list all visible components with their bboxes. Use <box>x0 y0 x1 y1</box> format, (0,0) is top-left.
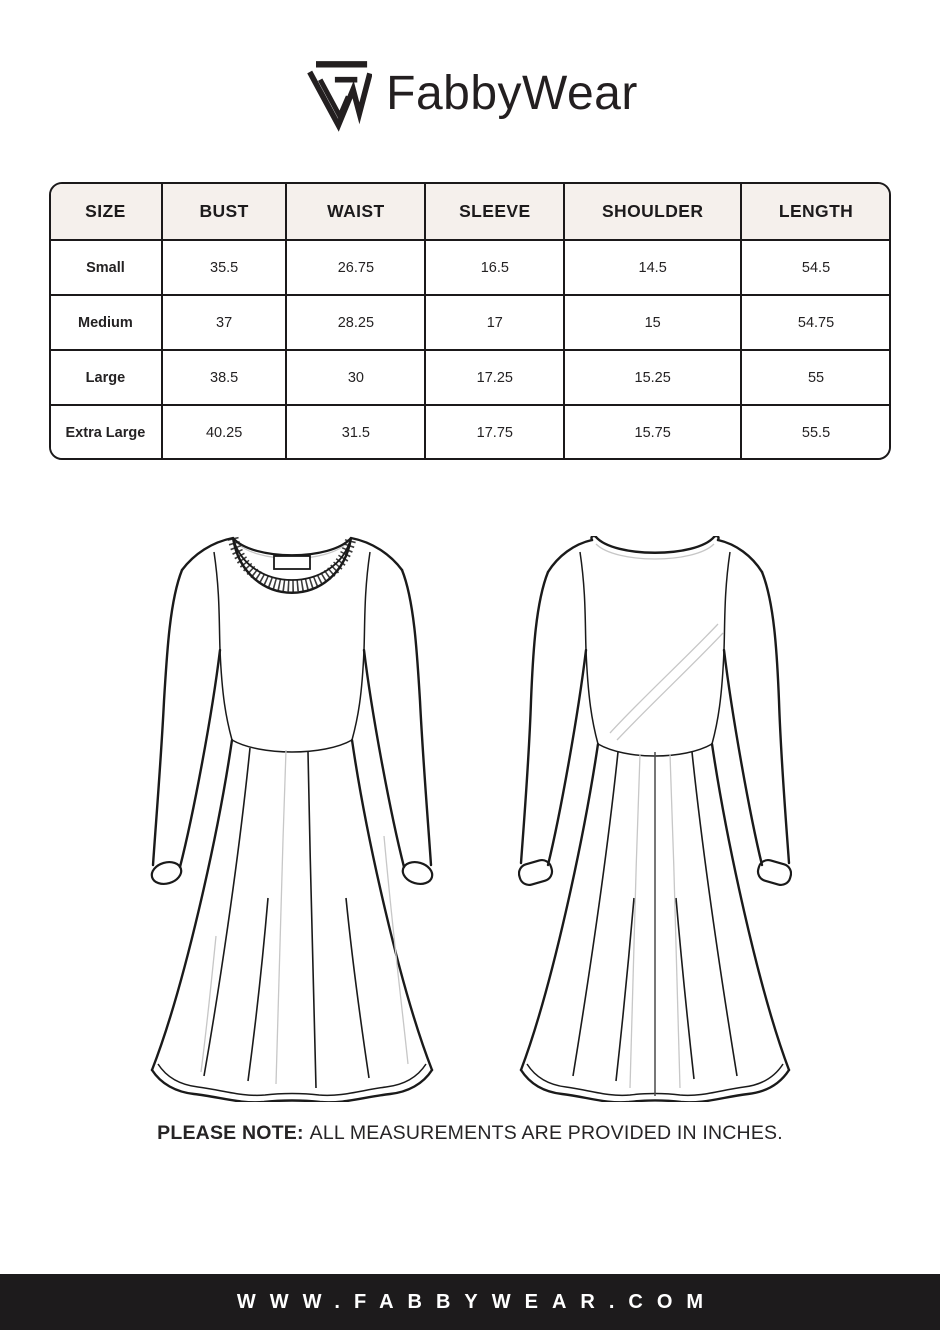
size-cell: Large <box>51 349 163 406</box>
measurement-cell: 30 <box>285 349 427 406</box>
measurement-cell: 54.75 <box>740 294 889 351</box>
column-header-waist: WAIST <box>285 184 427 241</box>
size-chart-table: SIZE BUST WAIST SLEEVE SHOULDER LENGTH S… <box>49 182 891 460</box>
measurement-cell: 15 <box>563 294 743 351</box>
column-header-length: LENGTH <box>740 184 889 241</box>
measurement-note: PLEASE NOTE: ALL MEASUREMENTS ARE PROVIDE… <box>0 1122 940 1145</box>
measurement-cell: 28.25 <box>285 294 427 351</box>
column-header-size: SIZE <box>51 184 163 241</box>
measurement-cell: 14.5 <box>563 239 743 296</box>
measurement-cell: 26.75 <box>285 239 427 296</box>
table-row-large: Large 38.5 30 17.25 15.25 55 <box>51 349 889 406</box>
footer-bar: WWW.FABBYWEAR.COM <box>0 1274 940 1330</box>
measurement-cell: 40.25 <box>160 404 288 458</box>
column-header-sleeve: SLEEVE <box>424 184 566 241</box>
measurement-cell: 17.25 <box>424 349 566 406</box>
dress-back-illustration <box>518 536 792 1102</box>
size-cell: Medium <box>51 294 163 351</box>
measurement-cell: 55.5 <box>740 404 889 458</box>
measurement-cell: 17 <box>424 294 566 351</box>
measurement-cell: 55 <box>740 349 889 406</box>
website-url: WWW.FABBYWEAR.COM <box>236 1290 718 1313</box>
measurement-cell: 38.5 <box>160 349 288 406</box>
dress-illustrations <box>0 536 940 1102</box>
measurement-cell: 31.5 <box>285 404 427 458</box>
table-row-medium: Medium 37 28.25 17 15 54.75 <box>51 294 889 351</box>
measurement-cell: 35.5 <box>160 239 288 296</box>
neck-label-tag <box>273 555 311 570</box>
note-text: ALL MEASUREMENTS ARE PROVIDED IN INCHES. <box>309 1122 783 1144</box>
size-cell: Small <box>51 239 163 296</box>
measurement-cell: 37 <box>160 294 288 351</box>
brand-logo: FabbyWear <box>0 50 940 136</box>
column-header-shoulder: SHOULDER <box>563 184 743 241</box>
table-row-small: Small 35.5 26.75 16.5 14.5 54.5 <box>51 239 889 296</box>
measurement-cell: 15.75 <box>563 404 743 458</box>
measurement-cell: 54.5 <box>740 239 889 296</box>
size-cell: Extra Large <box>51 404 163 458</box>
table-row-extra-large: Extra Large 40.25 31.5 17.75 15.75 55.5 <box>51 404 889 458</box>
brand-name: FabbyWear <box>386 66 638 120</box>
measurement-cell: 16.5 <box>424 239 566 296</box>
fabbywear-monogram-icon <box>307 61 373 132</box>
note-label: PLEASE NOTE: <box>157 1122 304 1144</box>
table-header-row: SIZE BUST WAIST SLEEVE SHOULDER LENGTH <box>51 184 889 241</box>
measurement-cell: 17.75 <box>424 404 566 458</box>
dress-front-illustration <box>150 536 434 1102</box>
column-header-bust: BUST <box>160 184 288 241</box>
measurement-cell: 15.25 <box>563 349 743 406</box>
